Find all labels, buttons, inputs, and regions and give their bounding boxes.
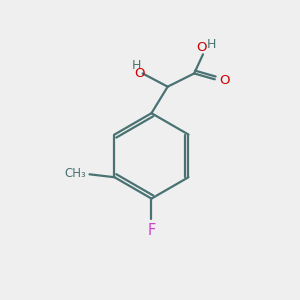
Text: H: H [131,59,141,72]
Text: CH₃: CH₃ [64,167,86,180]
Text: O: O [219,74,230,87]
Text: O: O [134,67,144,80]
Text: F: F [147,223,156,238]
Text: H: H [207,38,217,50]
Text: O: O [196,41,207,54]
